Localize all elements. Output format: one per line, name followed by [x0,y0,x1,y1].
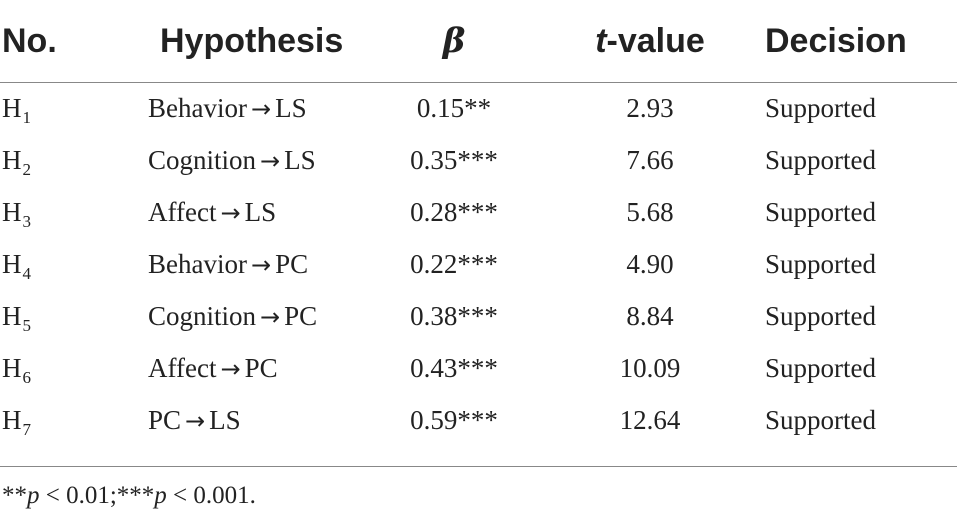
path-to: PC [275,249,309,279]
table-row: H2 Cognition → LS 0.35*** 7.66 Supported [0,134,957,186]
beta-value: 0.43*** [410,353,498,383]
hypothesis-path: Affect → PC [148,342,278,395]
hypothesis-subscript: 5 [22,316,32,335]
hypothesis-path: Cognition → PC [148,290,317,343]
hypothesis-letter: H [2,301,22,331]
path-from: Cognition [148,145,257,175]
footnote-p-1: p [27,482,40,509]
table-row: H4 Behavior → PC 0.22*** 4.90 Supported [0,238,957,290]
beta-symbol: β [442,21,466,61]
arrow-icon: → [250,251,272,279]
decision: Supported [765,197,876,227]
table-row: H3 Affect → LS 0.28*** 5.68 Supported [0,186,957,238]
arrow-icon: → [260,147,281,175]
hypothesis-letter: H [2,353,22,383]
header-decision: Decision [765,22,907,60]
hypothesis-subscript: 4 [22,264,32,283]
arrow-icon: → [260,303,281,331]
hypothesis-letter: H [2,93,22,123]
beta-value: 0.38*** [410,301,498,331]
arrow-icon: → [220,355,241,383]
path-to: LS [284,145,316,175]
beta-value: 0.59*** [410,405,498,435]
table-row: H1 Behavior → LS 0.15** 2.93 Supported [0,82,957,134]
path-to: PC [244,353,278,383]
hypothesis-path: Cognition → LS [148,134,316,187]
header-no: No. [2,22,57,60]
t-value: 10.09 [619,353,681,383]
table-row: H5 Cognition → PC 0.38*** 8.84 Supported [0,290,957,342]
hypothesis-id: H5 [2,290,31,346]
hypothesis-subscript: 3 [22,212,32,231]
header-divider [0,82,957,83]
hypothesis-id: H7 [2,394,31,450]
t-value: 8.84 [626,301,674,331]
table-body: H1 Behavior → LS 0.15** 2.93 Supported H2 … [0,82,957,446]
hypothesis-path: PC → LS [148,394,241,447]
beta-value: 0.28*** [410,197,498,227]
decision: Supported [765,301,876,331]
path-from: PC [148,405,182,435]
arrow-icon: → [185,407,206,435]
decision: Supported [765,249,876,279]
hypothesis-id: H1 [2,82,31,138]
arrow-icon: → [250,95,272,123]
hypothesis-subscript: 6 [22,368,32,387]
hypothesis-path: Affect → LS [148,186,276,239]
path-from: Cognition [148,301,257,331]
table-header-row: No. Hypothesis β t-value Decision [0,0,957,82]
header-t-italic: t [595,22,607,60]
table-row: H7 PC → LS 0.59*** 12.64 Supported [0,394,957,446]
hypothesis-subscript: 2 [22,160,32,179]
header-t-value: t-value [555,0,745,82]
hypothesis-path: Behavior → PC [148,238,308,291]
beta-value: 0.35*** [410,145,498,175]
decision: Supported [765,405,876,435]
hypothesis-subscript: 1 [22,108,32,127]
path-to: LS [275,93,307,123]
path-to: PC [284,301,318,331]
hypothesis-id: H2 [2,134,31,190]
arrow-icon: → [220,199,241,227]
hypothesis-id: H6 [2,342,31,398]
footnote-threshold-1: < 0.01;*** [39,482,155,509]
results-table: No. Hypothesis β t-value Decision H1 Beh… [0,0,957,509]
table-footnote: **p < 0.01;***p < 0.001. [2,474,256,518]
footnote-p-2: p [154,482,167,509]
t-value: 7.66 [626,145,674,175]
hypothesis-letter: H [2,197,22,227]
hypothesis-id: H4 [2,238,31,294]
footnote-stars-1: ** [2,482,27,509]
path-from: Behavior [148,249,247,279]
hypothesis-letter: H [2,405,22,435]
table-bottom-divider [0,466,957,467]
decision: Supported [765,93,876,123]
t-value: 4.90 [626,249,674,279]
footnote-threshold-2: < 0.001. [166,482,256,509]
decision: Supported [765,353,876,383]
hypothesis-path: Behavior → LS [148,82,307,135]
path-to: LS [209,405,241,435]
header-t-rest: -value [606,22,705,60]
header-hypothesis: Hypothesis [160,22,344,60]
path-from: Affect [148,353,217,383]
hypothesis-id: H3 [2,186,31,242]
t-value: 5.68 [626,197,674,227]
path-from: Behavior [148,93,247,123]
t-value: 12.64 [619,405,681,435]
hypothesis-letter: H [2,145,22,175]
header-beta: β [410,0,498,82]
t-value: 2.93 [626,93,674,123]
path-from: Affect [148,197,217,227]
beta-value: 0.15** [416,93,492,123]
hypothesis-subscript: 7 [22,420,32,439]
beta-value: 0.22*** [410,249,498,279]
path-to: LS [244,197,277,227]
decision: Supported [765,145,876,175]
hypothesis-letter: H [2,249,22,279]
table-row: H6 Affect → PC 0.43*** 10.09 Supported [0,342,957,394]
